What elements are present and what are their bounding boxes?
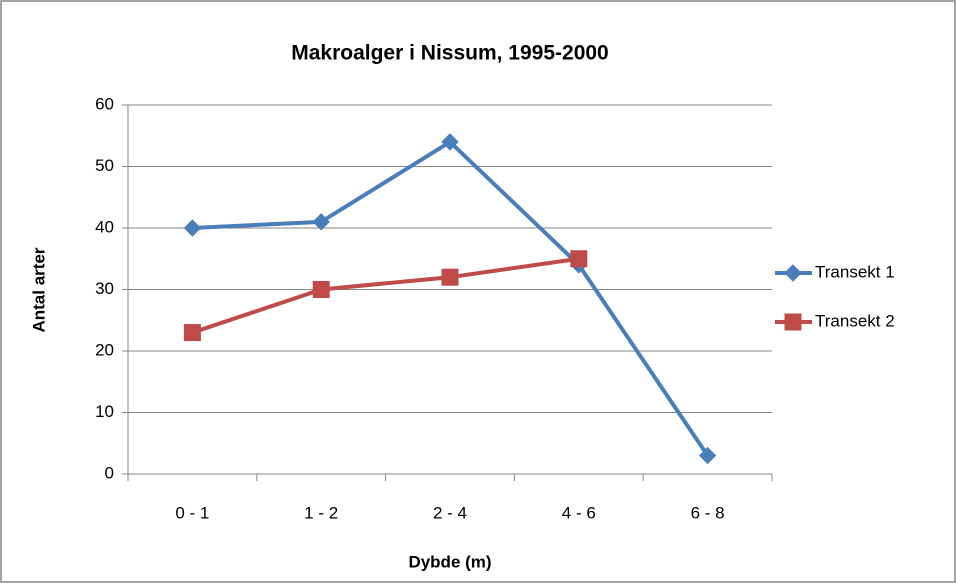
y-tick-label: 20 [95,340,114,359]
y-tick-label: 60 [95,94,114,113]
legend-marker [784,264,802,282]
marker [183,324,201,342]
legend-label: Transekt 2 [815,311,895,330]
y-tick-label: 40 [95,217,114,236]
y-tick-label: 30 [95,279,114,298]
y-tick-label: 50 [95,156,114,175]
x-tick-label: 4 - 6 [562,503,596,522]
marker [441,268,459,286]
x-tick-label: 2 - 4 [433,503,467,522]
y-tick-label: 10 [95,402,114,421]
marker [312,281,330,298]
marker [183,219,202,237]
x-tick-label: 6 - 8 [691,503,725,522]
legend-label: Transekt 1 [815,262,895,281]
x-axis-label: Dybde (m) [408,552,491,571]
series-line [191,256,580,335]
legend-marker [784,313,802,331]
y-tick-label: 0 [105,463,114,482]
marker [312,213,330,231]
marker [441,133,459,151]
marker [698,446,717,465]
x-tick-label: 0 - 1 [175,503,209,522]
y-axis-label: Antal arter [29,247,48,332]
x-tick-label: 1 - 2 [304,503,338,522]
chart-title: Makroalger i Nissum, 1995-2000 [291,42,609,65]
marker [570,250,588,268]
